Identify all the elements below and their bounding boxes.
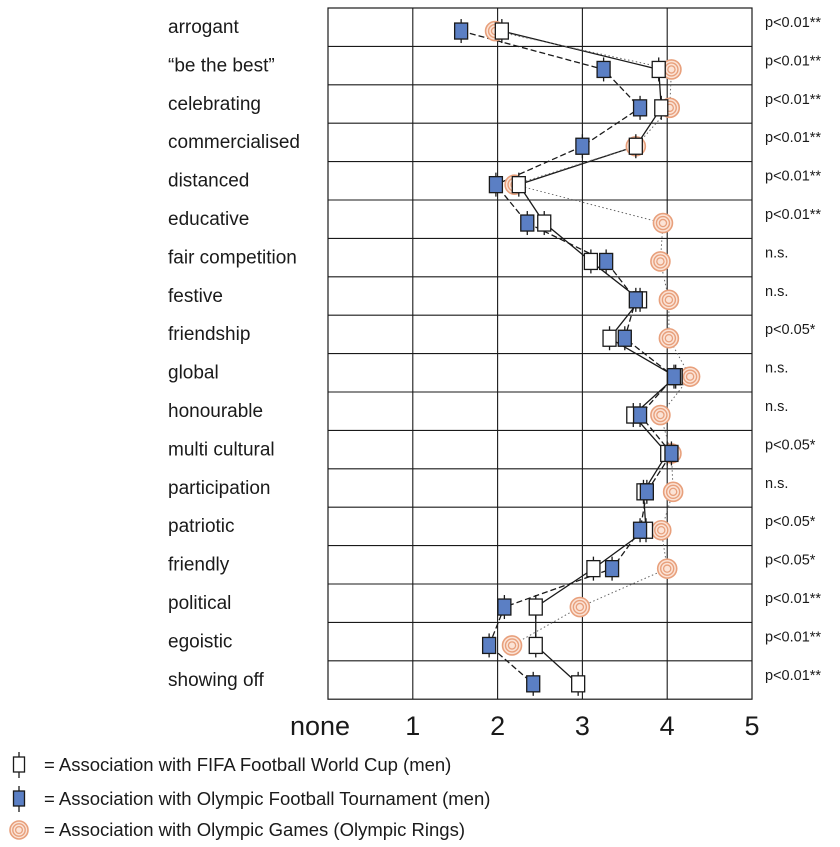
significance-label: p<0.01** [765, 668, 821, 684]
legend-label: = Association with Olympic Football Tour… [44, 788, 491, 809]
category-label: political [168, 593, 231, 614]
olympic-games-point [658, 327, 680, 349]
significance-label: p<0.01** [765, 15, 821, 31]
x-tick-label: 2 [490, 711, 505, 741]
olympic-football-point [596, 57, 611, 82]
category-label: patriotic [168, 516, 235, 537]
category-label: global [168, 363, 219, 384]
world-cup-point [494, 19, 509, 44]
olympic-football-point [628, 287, 643, 312]
olympic-rings-icon [9, 820, 29, 840]
x-tick-label: 4 [660, 711, 675, 741]
olympic-football-point [632, 95, 648, 120]
category-label: festive [168, 286, 223, 307]
world-cup-point [602, 326, 617, 351]
category-label: commercialised [168, 132, 300, 153]
olympic-football-point [664, 441, 679, 466]
category-label: friendly [168, 555, 230, 576]
series-line [494, 30, 691, 646]
category-label: arrogant [168, 17, 239, 38]
significance-label: p<0.01** [765, 169, 821, 185]
category-label: friendship [168, 324, 250, 345]
category-label: fair competition [168, 247, 297, 268]
significance-label: p<0.01** [765, 591, 821, 607]
significance-label: n.s. [765, 399, 788, 415]
olympic-games-point [679, 366, 701, 387]
olympic-football-point [526, 671, 541, 696]
legend-label: = Association with FIFA Football World C… [44, 754, 452, 775]
world-cup-point [654, 95, 669, 120]
category-label: egoistic [168, 631, 232, 652]
significance-label: p<0.01** [765, 629, 821, 645]
x-tick-label: 5 [744, 711, 759, 741]
x-tick-label: 3 [575, 711, 590, 741]
category-label: multi cultural [168, 439, 275, 460]
olympic-football-point [520, 211, 535, 236]
category-label: honourable [168, 401, 263, 422]
significance-label: p<0.01** [765, 53, 821, 69]
significance-label: p<0.01** [765, 130, 821, 146]
significance-label: p<0.05* [765, 553, 816, 569]
olympic-football-point [598, 249, 614, 274]
x-tick-label: none [290, 711, 350, 741]
category-label: distanced [168, 171, 249, 192]
olympic-games-point [650, 519, 672, 541]
olympic-football-point [575, 134, 590, 159]
open-square-icon [12, 752, 26, 778]
olympic-games-point [661, 59, 682, 80]
category-label: celebrating [168, 94, 261, 115]
legend-label: = Association with Olympic Games (Olympi… [44, 819, 465, 840]
olympic-games-point [652, 212, 674, 234]
significance-label: p<0.01** [765, 207, 821, 223]
world-cup-point [628, 134, 643, 159]
olympic-games-point [650, 251, 671, 272]
olympic-football-point [453, 19, 469, 44]
world-cup-point [586, 556, 601, 581]
significance-label: n.s. [765, 361, 788, 377]
olympic-football-point [639, 479, 654, 504]
olympic-games-point [656, 558, 678, 579]
significance-label: n.s. [765, 284, 788, 300]
olympic-games-point [501, 635, 523, 656]
legend-item-fifa-world-cup: = Association with FIFA Football World C… [8, 752, 451, 778]
significance-label: n.s. [765, 476, 788, 492]
world-cup-point [571, 671, 586, 696]
significance-label: p<0.01** [765, 92, 821, 108]
world-cup-point [651, 57, 666, 82]
grid [327, 7, 753, 700]
olympic-football-point [632, 518, 648, 543]
profile-chart: arrogant p<0.01** “be the best” p<0.01** cel… [168, 7, 821, 741]
legend-item-olympic-games: = Association with Olympic Games (Olympi… [8, 818, 465, 842]
significance-label: n.s. [765, 245, 788, 261]
olympic-football-point [488, 172, 504, 197]
olympic-football-point [497, 595, 512, 620]
olympic-games-point [658, 289, 680, 311]
world-cup-point [511, 172, 526, 197]
significance-label: p<0.05* [765, 437, 816, 453]
filled-square-icon [12, 786, 26, 812]
olympic-football-point [481, 633, 497, 658]
olympic-games-point [650, 404, 671, 426]
significance-label: p<0.05* [765, 322, 816, 338]
legend-item-olympic-football: = Association with Olympic Football Tour… [8, 786, 490, 812]
world-cup-point [528, 633, 543, 658]
category-label: showing off [168, 670, 264, 691]
olympic-football-point [604, 556, 620, 581]
olympic-games-point [569, 596, 591, 618]
significance-label: p<0.05* [765, 514, 816, 530]
olympic-football-point [617, 326, 632, 351]
x-tick-label: 1 [405, 711, 420, 741]
category-label: “be the best” [168, 55, 275, 76]
olympic-games-point [662, 481, 684, 503]
olympic-football-point [632, 403, 648, 428]
world-cup-point [528, 595, 543, 620]
world-cup-point [537, 211, 552, 236]
category-label: educative [168, 209, 249, 230]
world-cup-point [583, 249, 599, 274]
olympic-football-point [666, 364, 682, 389]
category-label: participation [168, 478, 270, 499]
